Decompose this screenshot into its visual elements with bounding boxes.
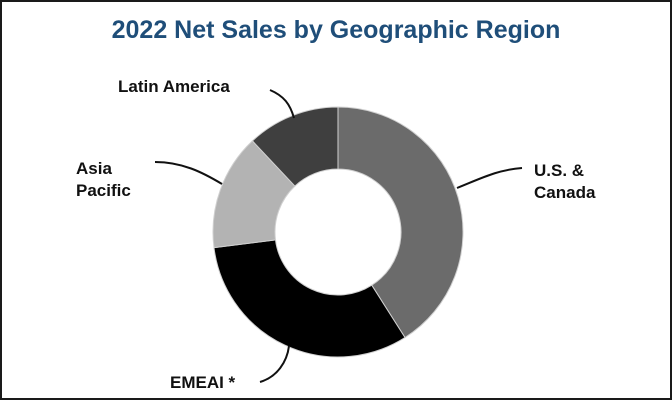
slice-us-canada [337, 106, 464, 339]
slice-latin-america [251, 106, 339, 187]
leader-line-asia-pacific [154, 161, 223, 185]
leader-line-latin-america [269, 89, 295, 119]
label-emeai: EMEAI * [170, 373, 236, 392]
chart-title: 2022 Net Sales by Geographic Region [111, 16, 561, 44]
label-latin-america: Latin America [118, 77, 230, 96]
label-asia-pacific: Asia Pacific [76, 159, 131, 200]
leader-line-us-canada [456, 167, 523, 189]
leader-line-emeai [259, 345, 290, 383]
slice-emeai [213, 239, 406, 358]
label-us-canada: U.S. & Canada [534, 161, 596, 202]
